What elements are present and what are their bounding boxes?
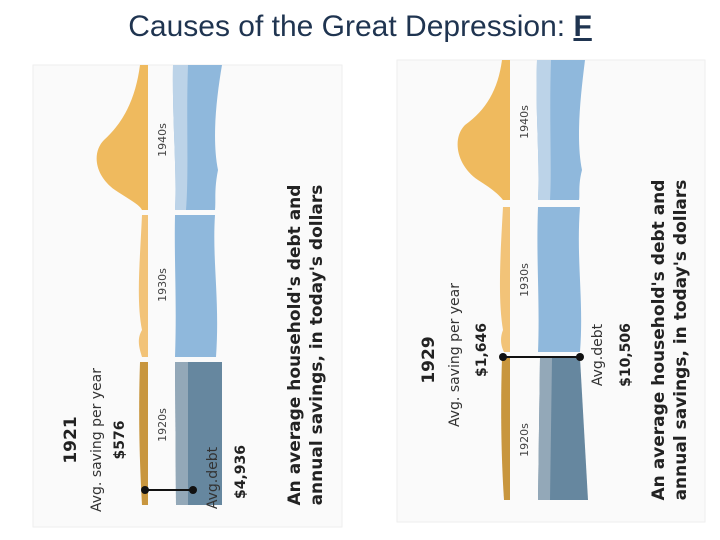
decade-label: 1930s	[518, 263, 531, 297]
debt-amount: $4,936	[233, 445, 249, 499]
year: 1921	[61, 416, 81, 463]
decade-label: 1930s	[156, 268, 169, 302]
decade-label: 1940s	[518, 105, 531, 139]
panel-labels: 1940s 1930s 1920s 1921 Avg. saving per year $…	[61, 105, 691, 512]
title-text: Causes of the Great Depression:	[128, 10, 573, 43]
caption: An average household's debt and	[285, 185, 305, 506]
saving-label: Avg. saving per year	[89, 368, 105, 512]
title-emphasis: F	[573, 10, 591, 43]
year: 1929	[419, 336, 439, 383]
caption: annual savings, in today's dollars	[307, 185, 327, 506]
caption: annual savings, in today's dollars	[671, 180, 691, 501]
decade-label: 1940s	[156, 123, 169, 157]
saving-amount: $1,646	[474, 323, 490, 377]
panel-graphic	[32, 64, 343, 528]
decade-label: 1920s	[518, 423, 531, 457]
caption: An average household's debt and	[649, 180, 669, 501]
saving-amount: $576	[112, 421, 128, 460]
slide-title: Causes of the Great Depression: F	[128, 10, 592, 43]
debt-amount: $10,506	[618, 323, 634, 387]
debt-label: Avg.debt	[590, 323, 606, 386]
debt-label: Avg.debt	[205, 446, 221, 509]
decade-label: 1920s	[156, 408, 169, 442]
panel-graphic	[396, 59, 706, 523]
saving-label: Avg. saving per year	[447, 283, 463, 427]
